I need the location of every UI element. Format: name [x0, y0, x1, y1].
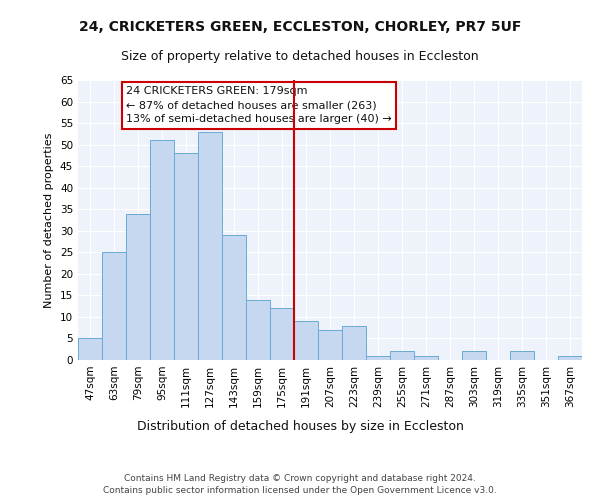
Bar: [390, 352, 414, 360]
Bar: [294, 321, 318, 360]
Bar: [126, 214, 150, 360]
Bar: [78, 338, 102, 360]
Bar: [318, 330, 342, 360]
Text: 24 CRICKETERS GREEN: 179sqm
← 87% of detached houses are smaller (263)
13% of se: 24 CRICKETERS GREEN: 179sqm ← 87% of det…: [126, 86, 392, 124]
Text: Contains HM Land Registry data © Crown copyright and database right 2024.
Contai: Contains HM Land Registry data © Crown c…: [103, 474, 497, 495]
Bar: [174, 153, 198, 360]
Bar: [558, 356, 582, 360]
Bar: [342, 326, 366, 360]
Text: Distribution of detached houses by size in Eccleston: Distribution of detached houses by size …: [137, 420, 463, 433]
Bar: [510, 352, 534, 360]
Bar: [366, 356, 390, 360]
Bar: [102, 252, 126, 360]
Text: 24, CRICKETERS GREEN, ECCLESTON, CHORLEY, PR7 5UF: 24, CRICKETERS GREEN, ECCLESTON, CHORLEY…: [79, 20, 521, 34]
Y-axis label: Number of detached properties: Number of detached properties: [44, 132, 55, 308]
Bar: [198, 132, 222, 360]
Bar: [270, 308, 294, 360]
Text: Size of property relative to detached houses in Eccleston: Size of property relative to detached ho…: [121, 50, 479, 63]
Bar: [462, 352, 486, 360]
Bar: [150, 140, 174, 360]
Bar: [246, 300, 270, 360]
Bar: [414, 356, 438, 360]
Bar: [222, 235, 246, 360]
